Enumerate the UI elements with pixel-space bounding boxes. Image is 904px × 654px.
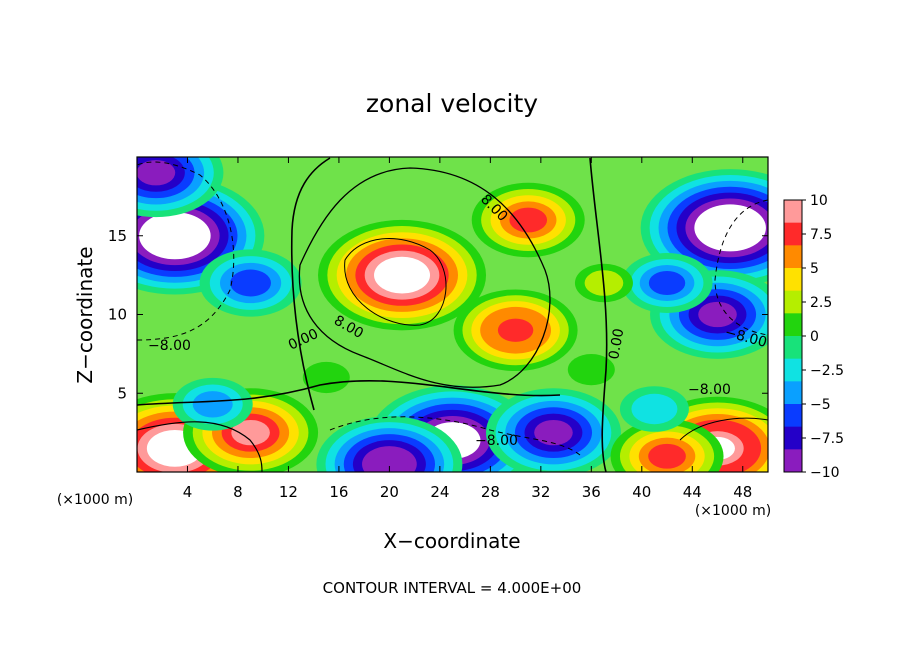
contour-eight-main bbox=[298, 167, 551, 388]
x-tick-label: 8 bbox=[233, 483, 243, 501]
field-blob bbox=[383, 262, 421, 288]
colorbar-tick-label: 7.5 bbox=[810, 227, 832, 243]
field-blob bbox=[302, 361, 350, 394]
contour-pos-bottomright bbox=[679, 417, 768, 441]
colorbar-tick-label: −10 bbox=[810, 465, 840, 481]
field-blob bbox=[231, 419, 270, 446]
y-tick-label: 5 bbox=[117, 384, 127, 402]
x-tick-label: 28 bbox=[481, 483, 500, 501]
colorbar-tick-label: −5 bbox=[810, 397, 831, 413]
contour-twelve bbox=[344, 238, 447, 326]
field-blob bbox=[509, 207, 548, 233]
field-blob bbox=[230, 269, 271, 297]
field-blob bbox=[156, 223, 193, 248]
x-tick-label: 48 bbox=[733, 483, 752, 501]
field-blob bbox=[567, 354, 615, 386]
x-tick-label: 36 bbox=[582, 483, 601, 501]
x-axis-ticks: 4 8 12 16 20 24 28 32 36 40 44 48 bbox=[183, 157, 752, 501]
field-blob bbox=[156, 436, 194, 461]
colorbar-segment bbox=[784, 404, 802, 428]
contour-label: 0.00 bbox=[606, 327, 627, 360]
colorbar-ticks: 10 7.5 5 2.5 0 −2.5 −5 −7.5 −10 bbox=[802, 193, 844, 481]
y-tick-label: 10 bbox=[108, 306, 127, 324]
colorbar-segment bbox=[784, 290, 802, 314]
y-tick-label: 15 bbox=[108, 227, 127, 245]
colorbar-tick-label: 2.5 bbox=[810, 295, 832, 311]
colorbar-segment bbox=[784, 222, 802, 246]
field-blob bbox=[192, 391, 233, 418]
colorbar-segment bbox=[784, 449, 802, 473]
colorbar-segment bbox=[784, 200, 802, 224]
colorbar-tick-label: 10 bbox=[810, 193, 828, 209]
contour-label: −8.00 bbox=[148, 338, 191, 354]
x-unit-left: (×1000 m) bbox=[57, 492, 133, 508]
contour-label: −8.00 bbox=[475, 433, 518, 449]
field-blob bbox=[137, 160, 176, 186]
velocity-field bbox=[137, 157, 768, 472]
field-blob bbox=[698, 301, 737, 328]
colorbar-segment bbox=[784, 268, 802, 292]
x-unit-right: (×1000 m) bbox=[695, 503, 771, 519]
colorbar-tick-label: −2.5 bbox=[810, 363, 844, 379]
x-tick-label: 20 bbox=[380, 483, 399, 501]
field-blob bbox=[648, 271, 686, 295]
x-tick-label: 16 bbox=[329, 483, 348, 501]
x-tick-label: 4 bbox=[183, 483, 193, 501]
x-tick-label: 40 bbox=[632, 483, 651, 501]
field-blob bbox=[371, 452, 408, 472]
field-blob bbox=[534, 419, 573, 446]
colorbar-segment bbox=[784, 358, 802, 382]
y-axis-ticks: 5 10 15 bbox=[108, 227, 768, 402]
contour-zero-right bbox=[589, 157, 608, 472]
x-tick-label: 44 bbox=[683, 483, 702, 501]
colorbar-segment bbox=[784, 336, 802, 360]
field-blob bbox=[648, 443, 686, 469]
contour-pos-bottomleft bbox=[137, 421, 263, 472]
x-tick-label: 12 bbox=[279, 483, 298, 501]
contour-neg-bottom bbox=[329, 416, 581, 456]
contour-neg-left bbox=[137, 161, 235, 341]
y-axis-label: Z−coordinate bbox=[73, 246, 97, 383]
colorbar-tick-label: −7.5 bbox=[810, 431, 844, 447]
chart-title: zonal velocity bbox=[366, 89, 538, 118]
field-blob bbox=[497, 318, 534, 342]
contour-label: −8.00 bbox=[688, 382, 731, 398]
x-axis-label: X−coordinate bbox=[383, 529, 520, 553]
colorbar bbox=[783, 199, 803, 473]
colorbar-segment bbox=[784, 426, 802, 450]
contour-zero-left bbox=[290, 157, 331, 411]
colorbar-segment bbox=[784, 245, 802, 269]
contour-lines bbox=[137, 157, 768, 472]
colorbar-tick-label: 5 bbox=[810, 261, 819, 277]
field-blob bbox=[631, 393, 678, 425]
contour-interval-note: CONTOUR INTERVAL = 4.000E+00 bbox=[323, 579, 582, 597]
colorbar-segment bbox=[784, 381, 802, 405]
x-tick-label: 24 bbox=[430, 483, 449, 501]
x-tick-label: 32 bbox=[531, 483, 550, 501]
contour-neg-right bbox=[714, 199, 768, 336]
contour-zero-mid bbox=[137, 379, 561, 406]
colorbar-segment bbox=[784, 313, 802, 337]
colorbar-tick-label: 0 bbox=[810, 329, 819, 345]
